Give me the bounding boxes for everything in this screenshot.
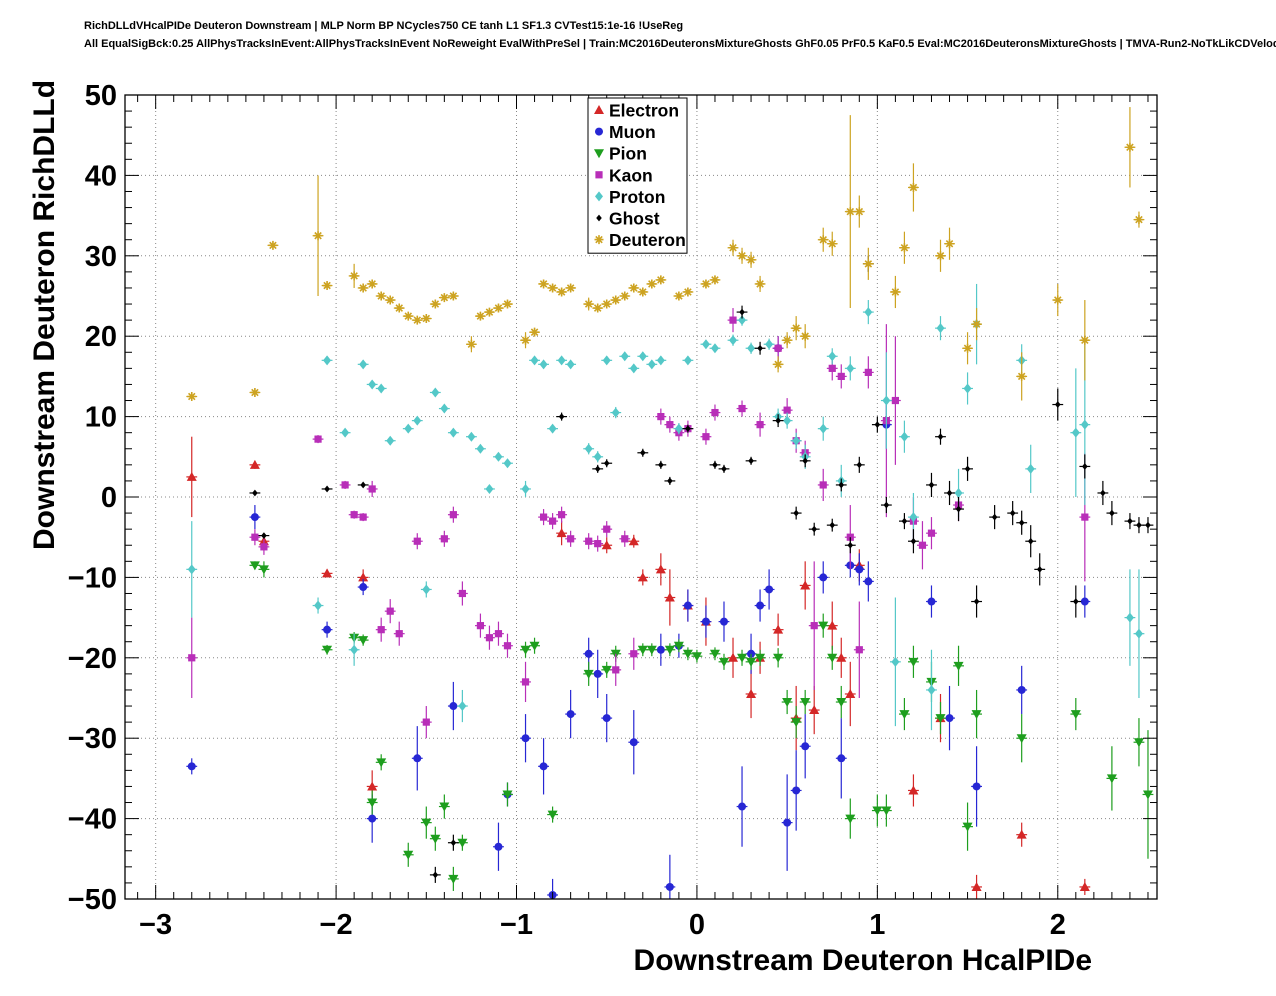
legend-label-proton: Proton [609, 187, 665, 207]
series-kaon [186, 308, 1091, 739]
series-ghost [249, 255, 1154, 883]
svg-text:50: 50 [85, 80, 117, 112]
legend-label-deuteron: Deuteron [609, 230, 686, 250]
svg-text:20: 20 [85, 321, 117, 353]
legend-label-muon: Muon [609, 122, 656, 142]
svg-text:−1: −1 [500, 909, 533, 941]
legend-label-ghost: Ghost [609, 209, 660, 229]
legend-label-pion: Pion [609, 144, 647, 164]
legend-label-electron: Electron [609, 101, 679, 121]
series-deuteron [186, 107, 1145, 401]
svg-text:−40: −40 [68, 804, 117, 836]
svg-text:−30: −30 [68, 723, 117, 755]
plot-title-line-2: All EqualSigBck:0.25 AllPhysTracksInEven… [84, 38, 1276, 50]
svg-text:1: 1 [869, 909, 885, 941]
svg-text:40: 40 [85, 160, 117, 192]
svg-text:2: 2 [1050, 909, 1066, 941]
svg-text:10: 10 [85, 402, 117, 434]
svg-text:0: 0 [689, 909, 705, 941]
y-axis-title: Downstream Deuteron RichDLLd [28, 79, 61, 550]
data-area [186, 107, 1154, 899]
svg-text:−3: −3 [139, 909, 172, 941]
svg-text:0: 0 [101, 482, 117, 514]
svg-text:−2: −2 [320, 909, 353, 941]
x-axis-title: Downstream Deuteron HcalPIDe [633, 944, 1092, 977]
svg-text:30: 30 [85, 241, 117, 273]
legend-label-kaon: Kaon [609, 165, 653, 185]
svg-text:−20: −20 [68, 643, 117, 675]
plot-title-line-1: RichDLLdVHcalPIDe Deuteron Downstream | … [84, 20, 684, 32]
series-electron [186, 436, 1091, 899]
axis-ticks [125, 94, 1157, 900]
svg-text:−50: −50 [68, 884, 117, 916]
series-proton [186, 283, 1145, 731]
svg-text:−10: −10 [68, 562, 117, 594]
series-muon [186, 336, 1091, 899]
